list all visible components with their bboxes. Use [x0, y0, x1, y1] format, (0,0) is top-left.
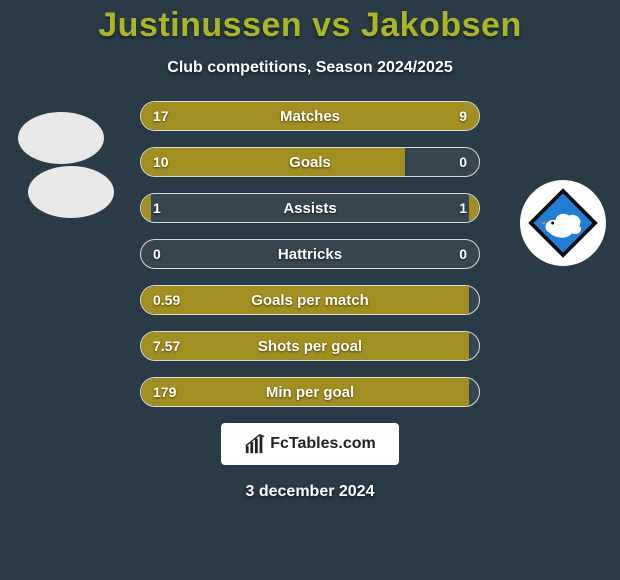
page-title: Justinussen vs Jakobsen: [0, 6, 620, 45]
stat-bar-left: [141, 286, 469, 314]
player2-avatar-placeholder: [28, 166, 114, 218]
stat-bar-left: [141, 148, 405, 176]
date-label: 3 december 2024: [0, 483, 620, 501]
fctables-label: FcTables.com: [270, 435, 376, 453]
stat-label: Assists: [141, 194, 479, 222]
team-logo: [520, 180, 606, 266]
stat-value-right: 1: [459, 194, 467, 222]
stat-value-left: 17: [153, 102, 169, 130]
stat-value-right: 0: [459, 240, 467, 268]
stats-bars: Matches179Goals100Assists11Hattricks00Go…: [140, 101, 480, 407]
fctables-badge: FcTables.com: [221, 423, 399, 465]
fctables-icon: [244, 433, 266, 455]
stat-row: Goals100: [140, 147, 480, 177]
stat-row: Assists1 1: [140, 193, 480, 223]
stat-row: Goals per match0.59: [140, 285, 480, 315]
stat-value-right: 0: [459, 148, 467, 176]
stat-bar-left: [141, 194, 151, 222]
page-subtitle: Club competitions, Season 2024/2025: [0, 59, 620, 77]
stat-row: Min per goal179: [140, 377, 480, 407]
content-root: Justinussen vs Jakobsen Club competition…: [0, 0, 620, 580]
stat-value-left: 0.59: [153, 286, 180, 314]
stat-value-left: 0: [153, 240, 161, 268]
stat-label: Hattricks: [141, 240, 479, 268]
stat-row: Matches179: [140, 101, 480, 131]
stat-bar-left: [141, 378, 469, 406]
stat-bar-left: [141, 332, 469, 360]
stat-row: Hattricks0 0: [140, 239, 480, 269]
stat-bar-right: [469, 194, 479, 222]
stat-value-left: 10: [153, 148, 169, 176]
stat-bar-left: [141, 102, 351, 130]
player1-avatar-placeholder: [18, 112, 104, 164]
stat-row: Shots per goal7.57: [140, 331, 480, 361]
stat-value-left: 179: [153, 378, 176, 406]
stat-value-right: 9: [459, 102, 467, 130]
team-logo-svg: [526, 186, 600, 260]
stat-value-left: 7.57: [153, 332, 180, 360]
stat-value-left: 1: [153, 194, 161, 222]
